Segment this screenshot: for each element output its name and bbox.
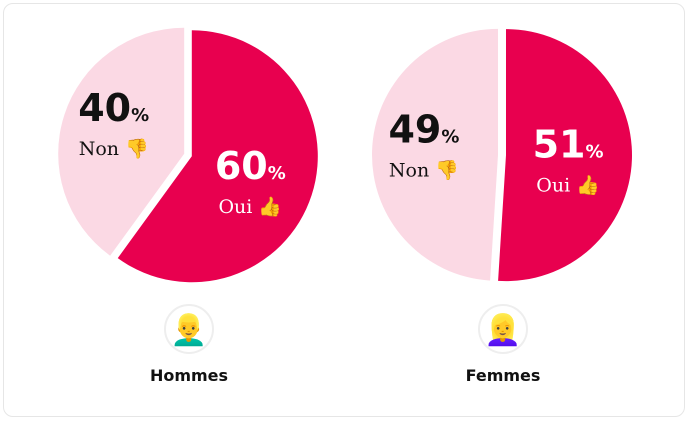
avatar-circle <box>164 304 214 354</box>
man-emoji: 👱‍♂️ <box>170 312 207 348</box>
avatar-circle <box>478 304 528 354</box>
slice-label-non: Non 👎 <box>389 160 459 182</box>
data-label-non: 40% <box>78 86 149 130</box>
pie-slice-non <box>58 27 185 256</box>
data-label-oui: 60% <box>215 144 286 188</box>
slice-label-oui: Oui 👍 <box>536 173 600 196</box>
data-label-non: 49% <box>388 108 459 152</box>
slice-label-oui: Oui 👍 <box>218 195 282 218</box>
group-label: Femmes <box>466 366 541 385</box>
group-label: Hommes <box>150 366 228 385</box>
woman-emoji: 👱‍♀️ <box>484 312 521 348</box>
pie-slice-non <box>372 28 499 281</box>
pie-slice-oui <box>498 29 632 282</box>
data-label-oui: 51% <box>533 122 604 166</box>
pie-slice-oui <box>117 30 318 283</box>
slice-label-non: Non 👎 <box>79 138 149 160</box>
